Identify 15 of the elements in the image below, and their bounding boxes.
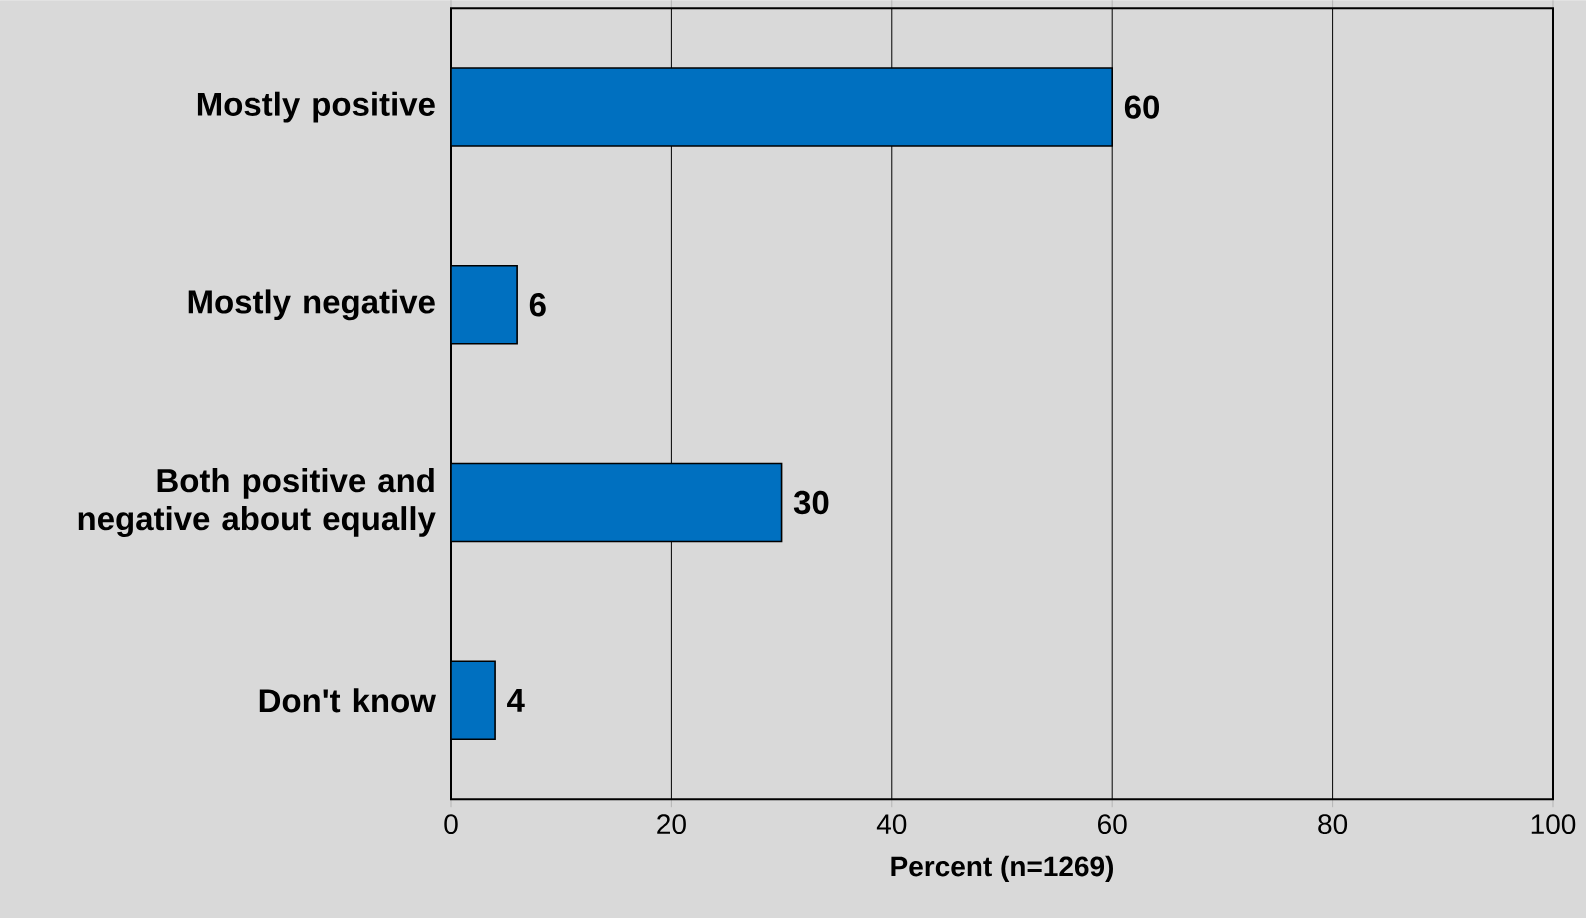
x-tick-label: 80	[1318, 814, 1348, 834]
x-tick-label: 40	[876, 814, 907, 834]
data-label: 60	[1124, 95, 1160, 119]
data-label: 4	[507, 688, 525, 712]
y-tick-label: Mostly negative	[188, 289, 435, 321]
x-tick-label: 0	[444, 814, 458, 834]
data-label: 6	[529, 293, 546, 317]
y-tick-label: Mostly positive	[197, 91, 435, 123]
x-tick-label: 60	[1098, 814, 1127, 834]
x-tick-label: 20	[657, 814, 686, 834]
y-tick-label: Don't know	[259, 688, 436, 713]
x-tick-label: 100	[1531, 814, 1576, 834]
y-tick-label: Both positive and negative about equally	[78, 468, 436, 537]
data-label: 30	[793, 490, 829, 515]
x-axis-title: Percent (n=1269)	[891, 855, 1113, 882]
